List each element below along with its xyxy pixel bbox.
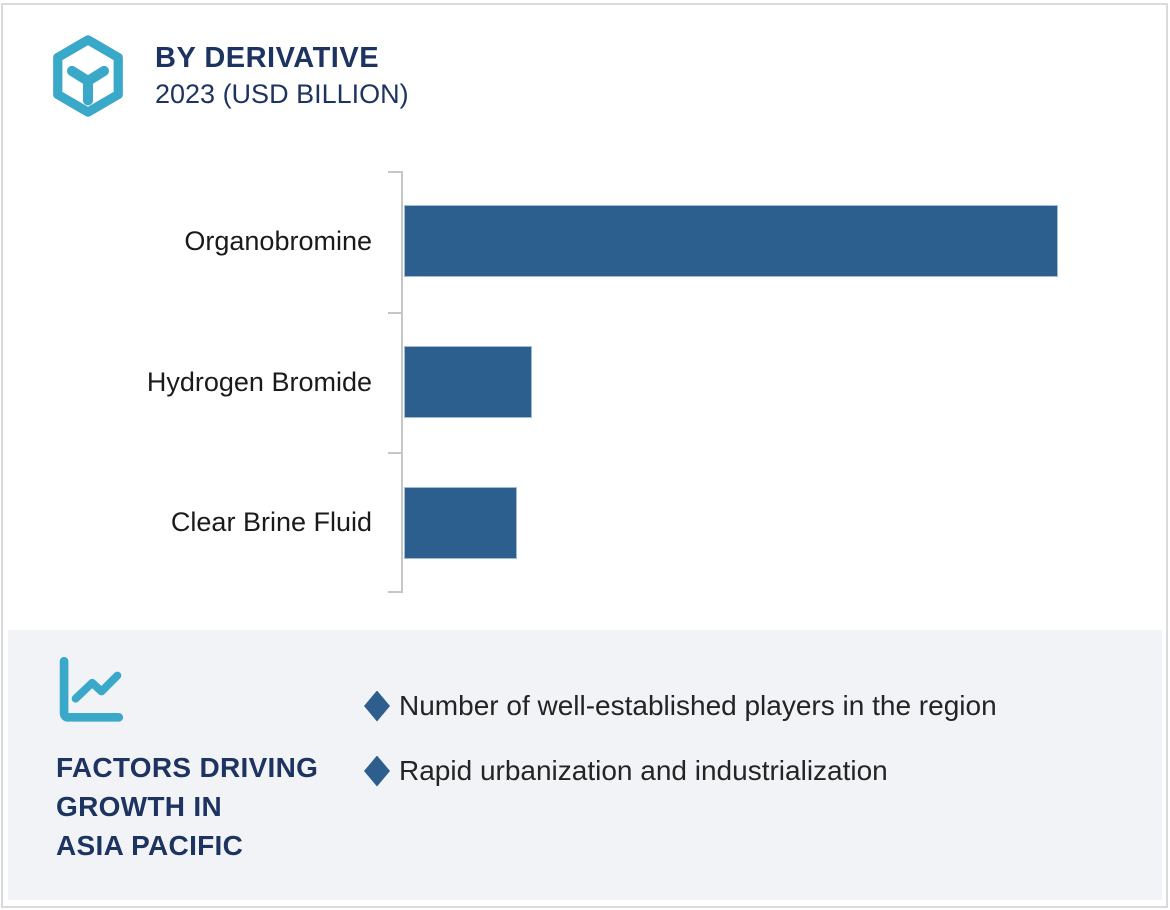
axis-tick <box>388 591 402 593</box>
y-axis-line <box>401 171 403 593</box>
factor-bullet-text: Rapid urbanization and industrialization <box>399 755 888 786</box>
page-subtitle: 2023 (USD BILLION) <box>155 79 409 109</box>
bar-chart: Organobromine Hydrogen Bromide Clear Brine… <box>0 171 1170 593</box>
factors-heading: FACTORS DRIVING GROWTH IN ASIA PACIFIC <box>56 748 318 865</box>
factors-bullet-list: Number of well-established players in th… <box>364 690 997 820</box>
category-label: Clear Brine Fluid <box>170 507 372 537</box>
bar-organobromine <box>404 205 1058 277</box>
diamond-bullet-icon <box>364 755 390 787</box>
factors-panel: FACTORS DRIVING GROWTH IN ASIA PACIFIC N… <box>8 630 1162 900</box>
factors-heading-line: FACTORS DRIVING <box>56 752 319 783</box>
category-label: Organobromine <box>184 226 372 256</box>
factors-heading-line: ASIA PACIFIC <box>56 830 244 861</box>
bar-clear-brine-fluid <box>404 487 517 559</box>
diamond-bullet-icon <box>364 690 390 722</box>
hexagon-cube-icon <box>53 35 123 117</box>
factor-bullet-row: Rapid urbanization and industrialization <box>364 755 997 787</box>
line-chart-icon <box>59 656 124 722</box>
category-label: Hydrogen Bromide <box>146 367 372 397</box>
page-title: BY DERIVATIVE <box>155 42 380 74</box>
axis-tick <box>388 312 402 314</box>
factor-bullet-row: Number of well-established players in th… <box>364 690 997 722</box>
bar-hydrogen-bromide <box>404 346 532 418</box>
factors-heading-line: GROWTH IN <box>56 791 223 822</box>
axis-tick <box>388 171 402 173</box>
axis-tick <box>388 452 402 454</box>
factor-bullet-text: Number of well-established players in th… <box>399 690 997 721</box>
